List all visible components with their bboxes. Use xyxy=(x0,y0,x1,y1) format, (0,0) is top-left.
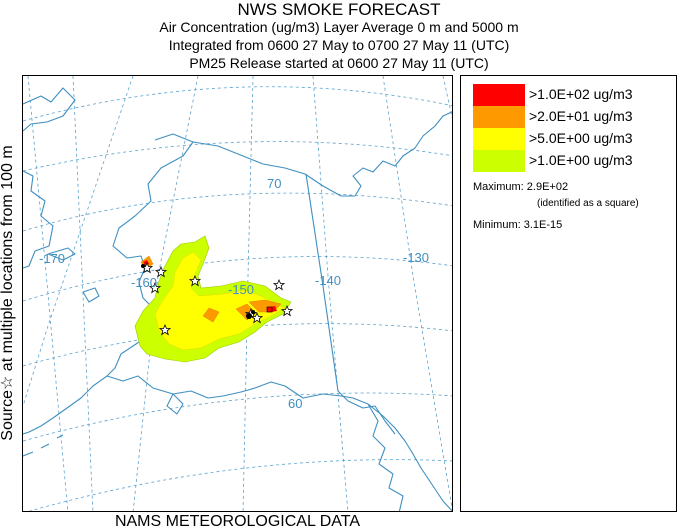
latitude-line-70 xyxy=(23,192,452,232)
longitude-line xyxy=(27,76,69,511)
maximum-value: Maximum: 2.9E+02 xyxy=(473,181,569,193)
source-markers xyxy=(140,261,294,336)
st-lawrence-island xyxy=(47,247,76,261)
lat-label-60: 60 xyxy=(288,396,302,411)
canada-border-east xyxy=(347,400,396,435)
legend-swatch-orange xyxy=(473,106,525,128)
minimum-value: Minimum: 3.1E-15 xyxy=(473,219,563,231)
longitude-line xyxy=(442,76,452,119)
longitude-line-130 xyxy=(382,76,452,510)
canada-coast xyxy=(352,111,452,197)
title-line-2: Air Concentration (ug/m3) Layer Average … xyxy=(159,19,519,35)
map-svg: 70 60 -170 -160 -150 -140 -130 xyxy=(23,76,452,511)
alaska-peninsula xyxy=(23,375,108,435)
source-star-icon xyxy=(250,311,264,324)
source-star-icon xyxy=(154,265,168,278)
source-label: Source☆ at multiple locations from 100 m xyxy=(0,145,16,441)
longitude-line-160 xyxy=(132,76,199,511)
source-star-icon xyxy=(158,323,172,336)
legend-label: >2.0E+01 ug/m3 xyxy=(529,108,633,124)
aleutian-islands xyxy=(23,434,64,457)
maximum-note: (identified as a square) xyxy=(537,198,639,209)
longitude-line xyxy=(72,76,94,511)
latitude-line xyxy=(23,86,452,122)
latitude-line xyxy=(23,141,452,172)
lon-label-130: -130 xyxy=(403,250,429,265)
lon-label-150: -150 xyxy=(228,282,254,297)
source-cluster xyxy=(246,313,252,319)
longitude-line-170 xyxy=(23,76,134,407)
title-line-1: NWS SMOKE FORECAST xyxy=(237,0,441,19)
title-line-3: Integrated from 0600 27 May to 0700 27 M… xyxy=(168,37,510,53)
legend-swatch-yellow xyxy=(473,128,525,150)
lat-label-70: 70 xyxy=(267,176,281,191)
plume-level3 xyxy=(154,251,286,351)
legend-swatch-lime xyxy=(473,150,525,172)
chukotka-coast xyxy=(23,170,54,269)
source-cluster xyxy=(251,310,255,314)
legend-label: >1.0E+02 ug/m3 xyxy=(529,86,633,102)
source-star-icon xyxy=(148,281,162,294)
legend-panel: >1.0E+02 ug/m3 >2.0E+01 ug/m3 >5.0E+00 u… xyxy=(460,75,677,512)
title-line-4: PM25 Release started at 0600 27 May 11 (… xyxy=(189,55,489,71)
alaska-north-coast xyxy=(192,141,355,197)
legend-swatch-red xyxy=(473,84,525,106)
russia-north-coast xyxy=(23,87,76,132)
maximum-square xyxy=(266,306,273,313)
longitude-line-150 xyxy=(242,76,254,511)
latitude-line xyxy=(23,256,452,302)
longitude-line-140 xyxy=(312,76,349,511)
kodiak-island xyxy=(166,393,184,415)
source-star-icon xyxy=(272,278,286,291)
footer-data-source: NAMS METEOROLOGICAL DATA xyxy=(114,513,361,530)
lon-label-160: -160 xyxy=(131,275,157,290)
source-star-icon xyxy=(280,304,294,317)
map-panel: 70 60 -170 -160 -150 -140 -130 xyxy=(22,75,453,512)
legend-label: >5.0E+00 ug/m3 xyxy=(529,130,633,146)
panhandle-coast xyxy=(367,403,404,511)
legend-label: >1.0E+00 ug/m3 xyxy=(529,152,633,168)
latitude-line xyxy=(28,459,452,511)
source-cluster xyxy=(141,264,145,268)
nunivak-island xyxy=(82,287,100,303)
lon-label-140: -140 xyxy=(315,273,341,288)
alaska-south-coast xyxy=(106,375,452,511)
graticule xyxy=(23,76,452,511)
smoke-plume xyxy=(134,235,292,363)
source-markers-dense xyxy=(141,264,273,319)
source-star-icon xyxy=(188,274,202,287)
lon-label-170: -170 xyxy=(39,251,65,266)
